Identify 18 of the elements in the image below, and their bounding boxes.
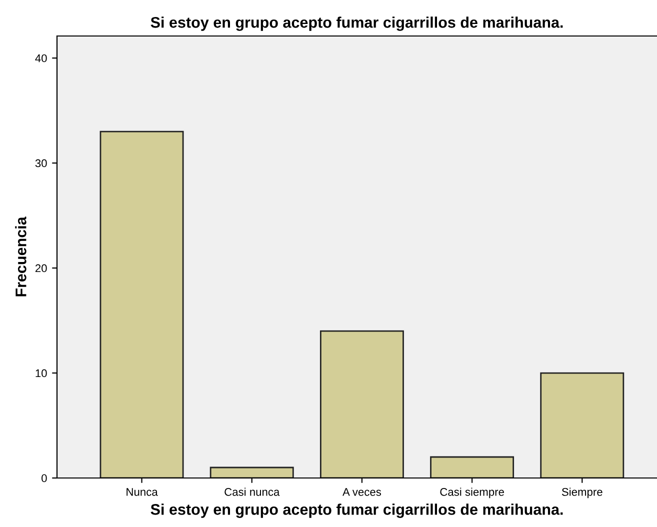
bar: [100, 130, 184, 478]
y-tick-label: 30: [35, 159, 47, 168]
y-tick-label: 0: [42, 474, 47, 482]
bar: [540, 372, 624, 478]
bar: [320, 330, 404, 478]
x-tick-label: Siempre: [562, 488, 602, 498]
x-tick-label: Casi nunca: [224, 488, 280, 496]
y-tick-label: 20: [35, 264, 47, 272]
bar: [210, 466, 294, 478]
y-tick-label: 10: [36, 369, 47, 378]
y-axis-title: Frecuencia: [15, 216, 26, 296]
x-tick-label: A veces: [342, 488, 382, 496]
chart-title: Si estoy en grupo acepto fumar cigarrillos de marihuana.: [150, 16, 563, 31]
x-axis-title: Si estoy en grupo acepto fumar cigarrillos de marihuana.: [150, 504, 563, 518]
y-tick-label: 40: [35, 54, 47, 62]
x-tick-label: Casi siempre: [440, 488, 504, 498]
bar: [430, 456, 514, 478]
x-tick-label: Nunca: [126, 488, 158, 496]
